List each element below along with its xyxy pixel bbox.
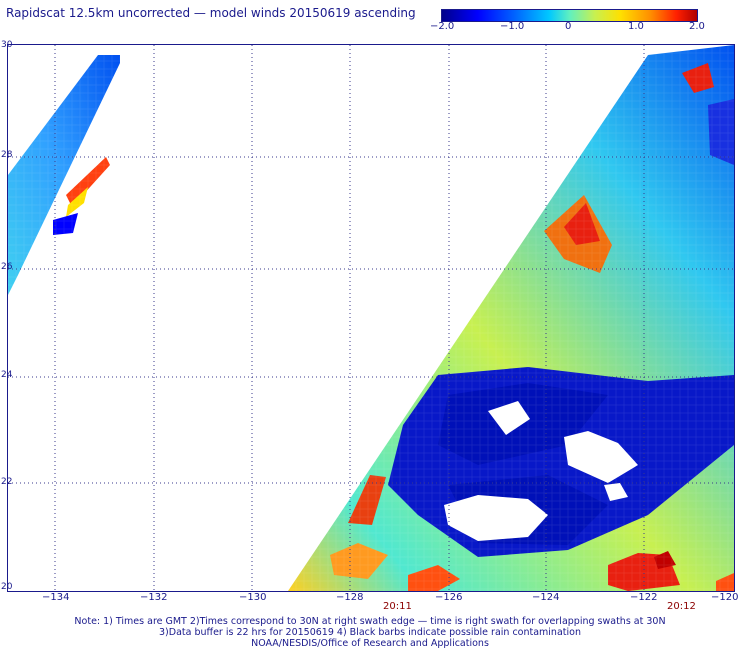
wind-difference-field	[8, 45, 734, 591]
colorbar-tick: 1.0	[628, 21, 644, 32]
colorbar-tick: −1.0	[500, 21, 525, 32]
colorbar-tick: −2.0	[430, 21, 455, 32]
colorbar-tick: 0	[565, 21, 572, 32]
y-tick-label: 30	[1, 40, 13, 50]
swath-time: 20:11	[383, 601, 412, 612]
y-tick-label: 20	[1, 582, 13, 592]
x-tick-label: −124	[532, 592, 560, 603]
x-tick-label: −130	[239, 592, 267, 603]
x-tick-label: −122	[630, 592, 658, 603]
x-tick-label: −134	[42, 592, 70, 603]
x-tick-label: −120	[711, 592, 739, 603]
y-tick-label: 22	[1, 477, 13, 487]
map-title: Rapidscat 12.5km uncorrected — model win…	[6, 6, 416, 20]
y-tick-label: 28	[1, 150, 13, 160]
x-tick-label: −132	[140, 592, 168, 603]
y-tick-label: 24	[1, 370, 13, 380]
east-swath	[278, 45, 734, 591]
swath-time: 20:12	[667, 601, 696, 612]
note-line: NOAA/NESDIS/Office of Research and Appli…	[251, 638, 489, 649]
west-swath	[8, 45, 128, 305]
note-line: 3)Data buffer is 22 hrs for 20150619 4) …	[159, 627, 581, 638]
colorbar	[441, 9, 698, 22]
note-line: Note: 1) Times are GMT 2)Times correspon…	[74, 616, 666, 627]
x-tick-label: −126	[435, 592, 463, 603]
map-plot-area	[7, 44, 735, 592]
y-tick-label: 26	[1, 262, 13, 272]
colorbar-tick: 2.0	[689, 21, 705, 32]
graticule	[8, 45, 734, 591]
x-tick-label: −128	[336, 592, 364, 603]
